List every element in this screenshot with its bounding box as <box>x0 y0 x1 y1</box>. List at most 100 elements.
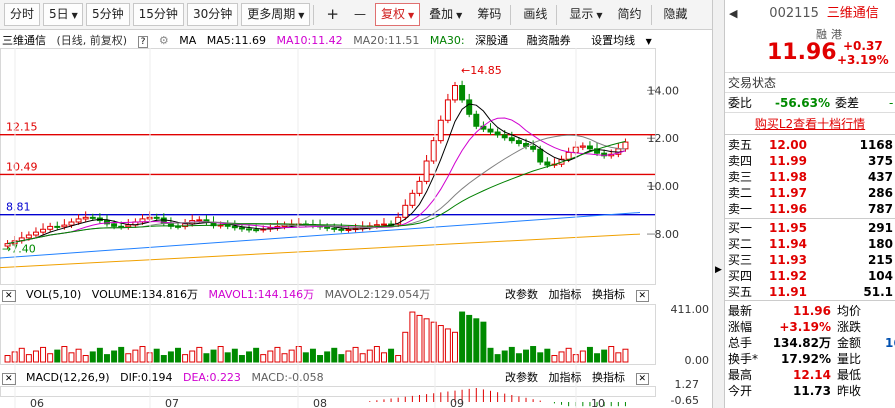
candle-body <box>47 225 54 230</box>
ma60-line <box>0 212 641 259</box>
ma-settings-dropdown[interactable]: 设置均线 ▼ <box>591 34 659 47</box>
display-dropdown[interactable]: 显示 ▼ <box>563 3 608 26</box>
volume-bar <box>217 346 224 363</box>
stat-value: 11.73 <box>793 384 831 398</box>
candle-body <box>68 221 75 226</box>
fuquan-dropdown[interactable]: 复权 ▼ <box>374 3 421 26</box>
expand-icon[interactable]: ✕ <box>2 373 16 385</box>
l2-link[interactable]: 购买L2查看十档行情 <box>725 112 895 134</box>
min15-button[interactable]: 15分钟 <box>132 3 184 26</box>
volume-bar <box>309 348 316 363</box>
expand-icon[interactable]: ✕ <box>2 290 16 302</box>
macd-switch-indicator-button[interactable]: 换指标 <box>592 371 625 384</box>
day5-dropdown[interactable]: 5日 ▼ <box>43 3 84 26</box>
zoom-out-button[interactable]: — <box>353 7 366 21</box>
quote-panel: ◀ 002115 三维通信 融 港 11.96 +0.37 +3.19% 交易状… <box>724 0 895 408</box>
bid-level-row[interactable]: 买四 11.92 104 <box>725 268 895 284</box>
min5-button[interactable]: 5分钟 <box>86 3 130 26</box>
candle-body <box>437 119 444 142</box>
dif-value: DIF:0.194 <box>120 371 173 384</box>
ask-level-row[interactable]: 卖二 11.97 286 <box>725 185 895 201</box>
chart-toolbar: 分时 5日 ▼ 5分钟 15分钟 30分钟 更多周期 ▼ + — 复权 ▼ 叠加 ▼ 筹… <box>0 0 712 30</box>
candle-body <box>25 234 32 239</box>
ask-level-row[interactable]: 卖四 11.99 375 <box>725 153 895 169</box>
macd-change-params-button[interactable]: 改参数 <box>505 371 538 384</box>
chevron-down-icon: ▼ <box>596 11 603 20</box>
candle-body <box>54 225 61 228</box>
bid-level-volume: 180 <box>867 237 893 251</box>
more-period-dropdown[interactable]: 更多周期 ▼ <box>241 3 311 26</box>
volume-bar <box>288 349 295 363</box>
volume-bar <box>366 349 373 363</box>
vol-switch-indicator-button[interactable]: 换指标 <box>592 288 625 301</box>
bid-level-label: 买五 <box>728 285 753 299</box>
volume-bar <box>224 352 231 363</box>
volume-bar <box>423 318 430 363</box>
candle-body <box>331 227 338 230</box>
chips-button[interactable]: 筹码 <box>477 7 502 21</box>
hide-button[interactable]: 隐藏 <box>663 7 688 21</box>
ask-level-row[interactable]: 卖一 11.96 787 <box>725 201 895 217</box>
month-label: 06 <box>30 397 44 408</box>
candle-body <box>103 220 110 225</box>
volume-bar <box>111 350 118 363</box>
draw-line-button[interactable]: 画线 <box>523 7 548 21</box>
ask-level-label: 卖五 <box>728 138 753 152</box>
quote-back-icon[interactable]: ◀ <box>729 7 738 20</box>
bid-level-row[interactable]: 买五 11.91 51.1 <box>725 284 895 300</box>
close-icon[interactable]: ✕ <box>635 373 650 385</box>
chevron-down-icon: ▼ <box>71 11 78 20</box>
macd-add-indicator-button[interactable]: 加指标 <box>548 371 582 384</box>
bid-level-label: 买四 <box>728 269 753 283</box>
volume-bar <box>345 350 352 363</box>
volume-bar <box>395 355 402 363</box>
chart-mode-label: (日线, 前复权) <box>56 34 128 47</box>
ma-settings-icon[interactable]: ⚙ <box>158 34 169 47</box>
candle-body <box>118 225 125 228</box>
bid-level-label: 买二 <box>728 237 753 251</box>
toolbar-divider <box>556 4 558 25</box>
close-icon[interactable]: ✕ <box>635 290 650 302</box>
toolbar-divider <box>650 4 652 25</box>
ma-settings-label: 设置均线 <box>591 34 636 47</box>
volume-bar <box>18 347 25 363</box>
bid-level-row[interactable]: 买二 11.94 180 <box>725 236 895 252</box>
help-icon[interactable]: ? <box>137 36 149 48</box>
bid-level-row[interactable]: 买三 11.93 215 <box>725 252 895 268</box>
volume-bar <box>437 325 444 363</box>
weibi-row: 委比 -56.63% 委差 - <box>725 92 895 112</box>
stat-value: 11.96 <box>793 304 831 318</box>
vol-change-params-button[interactable]: 改参数 <box>505 288 538 301</box>
volume-bar <box>473 318 480 363</box>
ask-level-row[interactable]: 卖三 11.98 437 <box>725 169 895 185</box>
stat-label: 最高 <box>728 368 753 382</box>
min30-button[interactable]: 30分钟 <box>186 3 239 26</box>
ask-level-volume: 437 <box>867 170 893 184</box>
level-label: 10.49 <box>6 160 38 173</box>
volume-bar <box>466 314 473 363</box>
margin-trading-tag[interactable]: 融资融券 <box>526 34 571 47</box>
month-label: 07 <box>165 397 179 408</box>
candle-body <box>75 218 82 223</box>
macd-actions: 改参数 加指标 换指标 ✕ <box>505 369 656 387</box>
volume-bar <box>615 352 622 363</box>
stat-row: 换手* 17.92% 量比 <box>725 351 895 367</box>
kline-chart-canvas[interactable]: 14.00 12.00 10.00 8.00 12.15 10.49 8.81 ←14.85 →… <box>0 30 712 408</box>
volume-bar <box>82 355 89 363</box>
stat-label: 总手 <box>728 336 753 350</box>
shenzhen-connect-tag[interactable]: 深股通 <box>475 34 509 47</box>
ask-level-row[interactable]: 卖五 12.00 1168 <box>725 137 895 153</box>
overlay-dropdown[interactable]: 叠加 ▼ <box>423 3 468 26</box>
simple-button[interactable]: 简约 <box>617 7 642 21</box>
month-label: 09 <box>450 397 464 408</box>
collapse-arrow-icon[interactable]: ▶ <box>715 265 722 275</box>
volume-bar <box>579 350 586 363</box>
kline-chart[interactable]: 14.00 12.00 10.00 8.00 12.15 10.49 8.81 ←14.85 →… <box>0 30 712 408</box>
panel-splitter[interactable]: ▶ <box>712 0 724 408</box>
timeshare-button[interactable]: 分时 <box>4 3 41 26</box>
day5-label: 5日 <box>49 7 69 21</box>
bid-level-row[interactable]: 买一 11.95 291 <box>725 220 895 236</box>
vol-add-indicator-button[interactable]: 加指标 <box>548 288 582 301</box>
macd-axis-label: -0.65 <box>671 394 699 407</box>
zoom-in-button[interactable]: + <box>326 5 339 23</box>
